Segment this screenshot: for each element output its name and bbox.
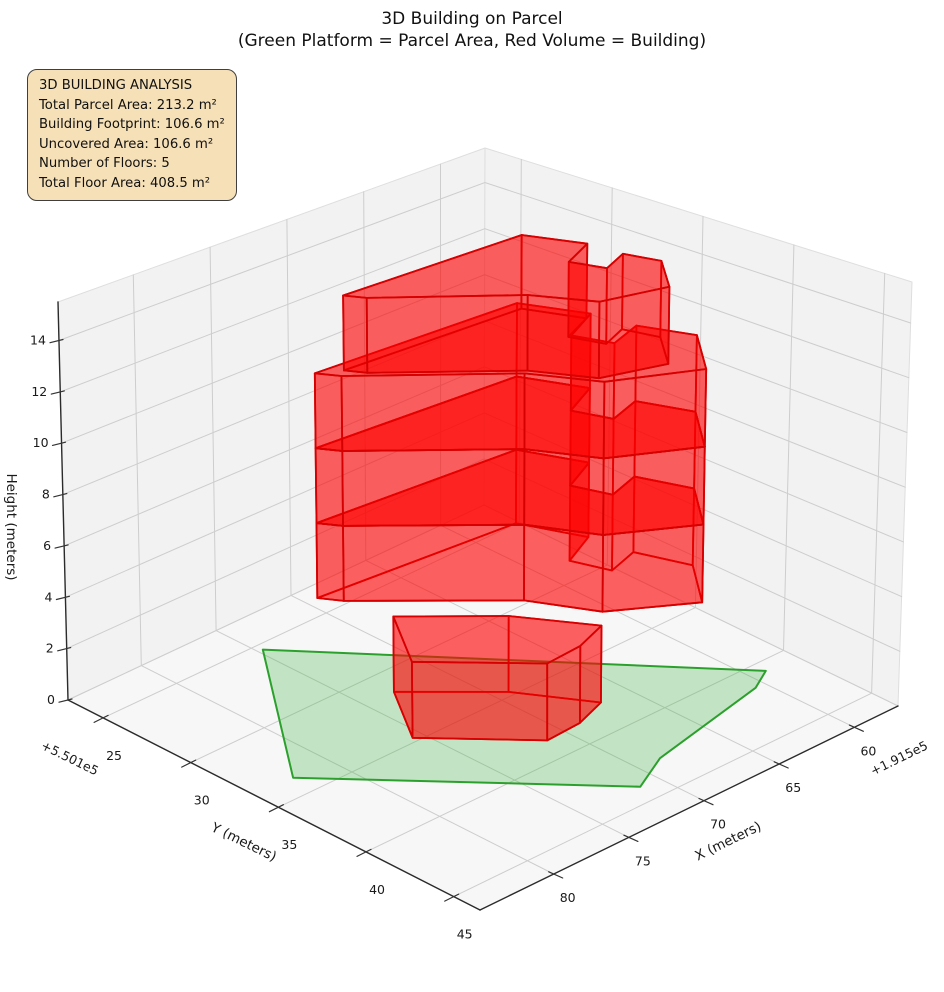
x-axis-label: X (meters) [693, 818, 764, 864]
tick-mark-y [181, 759, 197, 768]
tick-mark-z [49, 338, 64, 344]
axis-spine-z [57, 301, 69, 701]
tick-label-z: 14 [30, 333, 46, 348]
gridline-x [363, 191, 780, 765]
gridline-z [58, 181, 912, 341]
tick-label-x: 75 [635, 853, 651, 868]
tick-mark-x [698, 797, 714, 806]
x-axis-offset-label: +1.915e5 [868, 738, 930, 779]
y-axis-offset-label: +5.501e5 [39, 738, 101, 779]
tick-label-x: 60 [860, 743, 876, 758]
z-axis-label: Height (meters) [3, 473, 19, 580]
tick-mark-z [57, 646, 72, 652]
analysis-info-box: 3D BUILDING ANALYSIS Total Parcel Area: … [27, 69, 237, 201]
gridline-y [190, 187, 613, 764]
building-wall-face [340, 372, 526, 452]
building-wall-face [342, 523, 526, 602]
building-wall-face [315, 522, 345, 602]
gridline-x [286, 219, 705, 802]
building-wall-face [523, 448, 605, 536]
building-wall-face [526, 294, 601, 380]
tick-label-z: 4 [44, 589, 52, 604]
building-wall-face [602, 368, 708, 460]
tick-mark-x [848, 724, 865, 732]
info-line-floor-area: Total Floor Area: 408.5 m² [39, 175, 211, 191]
tick-label-y: 35 [281, 837, 297, 852]
building-wall-face [313, 372, 344, 452]
tick-mark-z [54, 544, 69, 549]
tick-mark-x [548, 871, 564, 879]
building-wall-face [341, 448, 526, 527]
info-line-footprint: Building Footprint: 106.6 m² [39, 117, 225, 133]
tick-label-x: 80 [560, 890, 576, 905]
building-floor-top-face [342, 234, 671, 303]
building-wall-face [314, 447, 344, 527]
tick-label-z: 0 [47, 692, 55, 707]
building-wall-face [523, 372, 606, 460]
gridline-z [64, 412, 903, 598]
tick-label-z: 6 [43, 538, 51, 553]
tick-label-x: 65 [785, 780, 801, 795]
tick-mark-z [53, 493, 68, 498]
tick-label-y: 25 [106, 748, 122, 763]
tick-label-y: 45 [457, 927, 473, 942]
building-wall-face [602, 445, 706, 536]
building-wall-face [365, 294, 529, 374]
y-axis-label: Y (meters) [208, 819, 279, 865]
tick-label-z: 12 [31, 384, 47, 399]
gridline-z [61, 274, 908, 444]
gridline-y [365, 244, 795, 853]
tick-mark-y [356, 848, 372, 858]
tick-mark-x [773, 761, 789, 769]
gridline-z [66, 458, 901, 652]
tick-label-z: 8 [42, 487, 50, 502]
tick-label-z: 2 [46, 641, 54, 656]
gridline-x [132, 274, 555, 875]
gridline-y [453, 272, 886, 898]
chart-subtitle: (Green Platform = Parcel Area, Red Volum… [237, 31, 707, 51]
tick-mark-y [268, 804, 284, 813]
gridline-z [67, 504, 899, 707]
tick-mark-x [623, 834, 639, 843]
axis-spine-y [67, 699, 481, 911]
building-wall-face [523, 523, 604, 613]
gridline-y [102, 158, 522, 719]
building-floor-top-face [313, 302, 708, 383]
chart-title: 3D Building on Parcel [381, 9, 563, 29]
tick-mark-z [58, 698, 73, 703]
gridline-x [209, 246, 630, 838]
tick-mark-z [55, 595, 71, 601]
info-line-floors: Number of Floors: 5 [39, 156, 170, 172]
building-wall-face [342, 294, 369, 374]
tick-label-x: 70 [710, 817, 726, 832]
tick-label-y: 30 [194, 793, 210, 808]
parcel-polygon [261, 648, 767, 788]
tick-mark-y [444, 893, 460, 902]
building-floor-top-face [392, 615, 603, 665]
chart-title-block: 3D Building on Parcel (Green Platform = … [0, 8, 944, 52]
info-line-heading: 3D BUILDING ANALYSIS [39, 78, 193, 93]
tick-label-y: 40 [369, 882, 385, 897]
building-wall-face [410, 660, 549, 742]
info-line-uncovered: Uncovered Area: 106.6 m² [39, 136, 214, 152]
building-wall-face [597, 285, 671, 380]
axis-spine-x [479, 705, 899, 911]
tick-label-z: 10 [33, 435, 49, 450]
gridline-z [63, 366, 904, 547]
tick-mark-z [51, 441, 67, 446]
info-line-parcel-area: Total Parcel Area: 213.2 m² [39, 97, 217, 113]
tick-mark-y [93, 714, 109, 724]
gridline-z [59, 228, 910, 393]
tick-mark-z [50, 390, 65, 395]
building-wall-face [601, 523, 705, 613]
